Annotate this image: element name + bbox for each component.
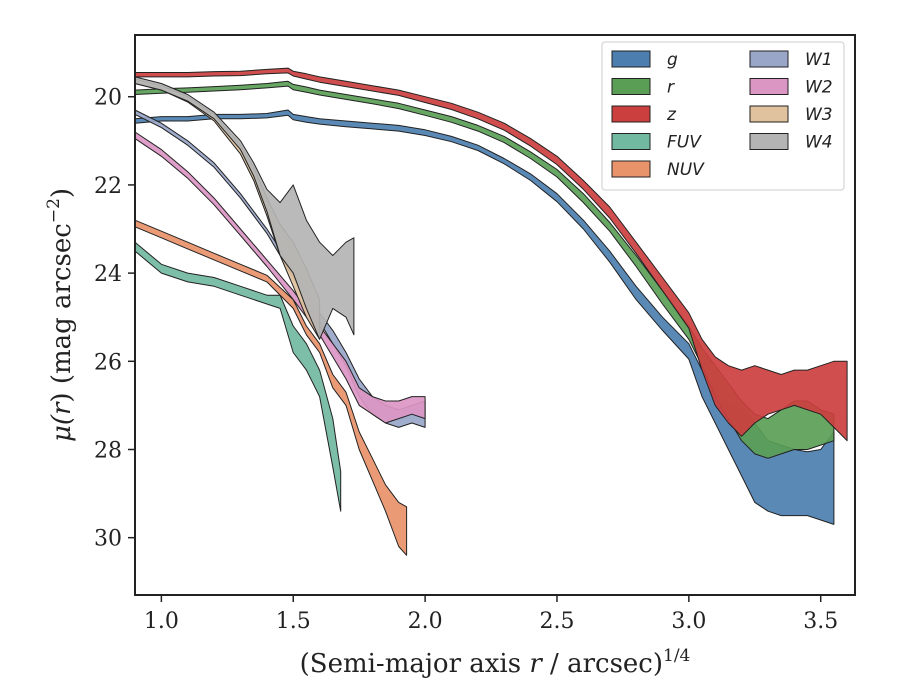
series-layer (134, 67, 848, 556)
legend-swatch-z (611, 105, 651, 123)
x-tick-label: 1.0 (144, 609, 179, 634)
legend-label-w4: W4 (805, 133, 833, 153)
y-tick-label: 26 (94, 350, 122, 375)
series-band-z (134, 67, 848, 442)
x-axis-ticks: 1.0 1.5 2.0 2.5 3.0 3.5 (144, 595, 838, 634)
legend-swatch-w4 (749, 133, 789, 150)
legend-swatch-nuv (611, 160, 651, 178)
legend-label-fuv: FUV (667, 133, 702, 153)
series-band-fuv (134, 241, 342, 512)
y-axis-ticks: 20 22 24 26 28 30 (94, 86, 135, 552)
x-axis-label: (Semi-major axis r / arcsec)1/4 (300, 646, 691, 679)
series-band-w4 (134, 76, 355, 340)
legend-swatch-w3 (749, 105, 789, 123)
x-tick-label: 3.0 (671, 609, 706, 634)
y-tick-label: 30 (94, 527, 122, 552)
y-tick-label: 22 (94, 174, 122, 199)
x-tick-label: 3.5 (803, 609, 838, 634)
series-band-g (134, 109, 835, 525)
series-band-w1 (134, 109, 426, 428)
legend-swatch-g (611, 50, 651, 68)
series-band-w2 (134, 131, 426, 424)
y-axis-label: μ(r) (mag arcsec−2) (44, 188, 77, 442)
legend-label-w3: W3 (805, 105, 833, 125)
y-tick-label: 28 (94, 438, 122, 463)
legend-label-g: g (667, 50, 678, 70)
legend: grz FUV NUV W1 W2 W3 W4 (601, 41, 845, 191)
series-band-r (134, 80, 835, 459)
legend-swatch-w1 (749, 50, 789, 68)
x-tick-label: 2.0 (408, 609, 443, 634)
legend-label-z: z (666, 105, 677, 125)
legend-label-w2: W2 (805, 78, 833, 98)
legend-swatch-w2 (749, 78, 789, 95)
x-tick-label: 2.5 (539, 609, 574, 634)
y-tick-label: 24 (94, 262, 122, 287)
legend-label-w1: W1 (805, 50, 833, 70)
legend-swatch-r (611, 78, 651, 95)
series-band-nuv (134, 219, 408, 556)
axes-frame (134, 34, 856, 596)
legend-label-r: r (667, 78, 675, 98)
x-tick-label: 1.5 (276, 609, 311, 634)
y-tick-label: 20 (94, 86, 122, 111)
legend-swatch-fuv (611, 133, 651, 150)
legend-label-nuv: NUV (667, 160, 705, 180)
